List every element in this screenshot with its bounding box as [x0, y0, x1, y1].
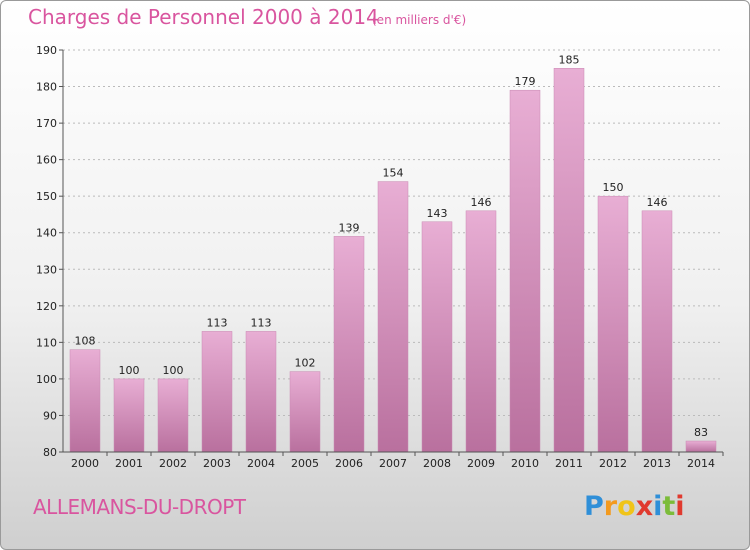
value-label-2001: 100	[119, 364, 140, 377]
y-tick-label: 180	[36, 81, 57, 94]
y-tick-label: 150	[36, 190, 57, 203]
x-tick-label: 2000	[71, 457, 99, 470]
bar-2011	[553, 68, 585, 453]
bar-2009	[465, 210, 497, 453]
logo-letter: i	[653, 491, 663, 522]
value-label-2013: 146	[647, 196, 668, 209]
bar-2003	[201, 331, 233, 453]
logo-letter: i	[675, 491, 685, 522]
value-label-2009: 146	[471, 196, 492, 209]
logo-letter: o	[617, 491, 636, 522]
logo-letter: t	[662, 491, 676, 522]
y-tick-label: 100	[36, 373, 57, 386]
logo-letter: P	[584, 491, 604, 522]
value-label-2003: 113	[207, 316, 228, 329]
chart-subtitle: (en milliers d'€)	[372, 13, 467, 27]
x-tick-label: 2001	[115, 457, 143, 470]
bar-2014	[685, 440, 717, 453]
bar-2005	[289, 371, 321, 453]
value-label-2007: 154	[383, 167, 404, 180]
value-label-2006: 139	[339, 221, 360, 234]
bar-2001	[113, 378, 145, 453]
value-label-2000: 108	[75, 335, 96, 348]
value-label-2012: 150	[603, 181, 624, 194]
axes: 80 90 100 110 120 130 140 150 160 170 180 190 2000 20…	[36, 44, 724, 470]
x-tick-label: 2003	[203, 457, 231, 470]
bars: 108 100 100 113 113 102 139 154 143 146 179 185 150 1…	[69, 53, 717, 453]
logo-letter: r	[603, 491, 618, 522]
x-tick-label: 2008	[423, 457, 451, 470]
value-label-2004: 113	[251, 316, 272, 329]
bar-2006	[333, 236, 365, 453]
x-tick-label: 2002	[159, 457, 187, 470]
x-tick-label: 2013	[643, 457, 671, 470]
bar-2008	[421, 221, 453, 453]
y-tick-label: 120	[36, 300, 57, 313]
x-tick-label: 2014	[687, 457, 715, 470]
y-tick-label: 80	[43, 446, 57, 459]
y-tick-label: 130	[36, 263, 57, 276]
bar-2000	[69, 349, 101, 453]
x-tick-label: 2006	[335, 457, 363, 470]
value-label-2008: 143	[427, 207, 448, 220]
y-tick-label: 170	[36, 117, 57, 130]
y-tick-label: 110	[36, 336, 57, 349]
value-label-2011: 185	[559, 53, 580, 66]
y-tick-label: 190	[36, 44, 57, 57]
chart-title: Charges de Personnel 2000 à 2014	[28, 5, 379, 29]
value-label-2002: 100	[163, 364, 184, 377]
x-tick-label: 2004	[247, 457, 275, 470]
y-tick-label: 90	[43, 409, 57, 422]
logo-letter: x	[635, 491, 654, 522]
commune-name: ALLEMANS-DU-DROPT	[33, 495, 246, 519]
bar-2002	[157, 378, 189, 453]
bar-2007	[377, 181, 409, 453]
value-label-2014: 83	[694, 426, 708, 439]
value-label-2010: 179	[515, 75, 536, 88]
bar-2004	[245, 331, 277, 453]
value-label-2005: 102	[295, 357, 316, 370]
x-tick-label: 2005	[291, 457, 319, 470]
y-tick-label: 160	[36, 154, 57, 167]
bar-2013	[641, 210, 673, 453]
proxiti-logo[interactable]: Proxiti	[584, 491, 685, 522]
bar-2010	[509, 89, 541, 453]
x-tick-label: 2011	[555, 457, 583, 470]
x-tick-label: 2007	[379, 457, 407, 470]
y-tick-label: 140	[36, 227, 57, 240]
x-tick-label: 2012	[599, 457, 627, 470]
x-tick-label: 2009	[467, 457, 495, 470]
bar-2012	[597, 195, 629, 453]
x-tick-label: 2010	[511, 457, 539, 470]
